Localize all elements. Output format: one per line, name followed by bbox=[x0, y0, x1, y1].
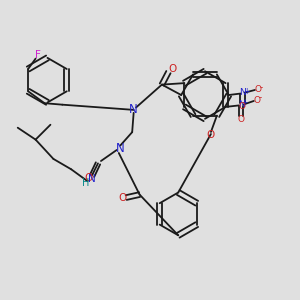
Text: O: O bbox=[238, 115, 245, 124]
Text: O: O bbox=[253, 96, 260, 105]
Text: -: - bbox=[259, 94, 262, 103]
Text: O: O bbox=[239, 102, 246, 111]
Text: N: N bbox=[88, 174, 95, 184]
Text: H: H bbox=[82, 178, 89, 188]
Text: O: O bbox=[206, 130, 214, 140]
Text: -: - bbox=[260, 83, 263, 92]
Text: F: F bbox=[35, 50, 41, 60]
Text: N: N bbox=[129, 103, 138, 116]
Text: O: O bbox=[118, 193, 127, 202]
Text: O: O bbox=[254, 85, 261, 94]
Text: N: N bbox=[239, 88, 246, 98]
Text: +: + bbox=[242, 98, 248, 107]
Text: N: N bbox=[116, 142, 125, 155]
Text: +: + bbox=[243, 87, 249, 96]
Text: O: O bbox=[168, 64, 176, 74]
Text: O: O bbox=[84, 173, 92, 183]
Text: N: N bbox=[238, 100, 245, 109]
